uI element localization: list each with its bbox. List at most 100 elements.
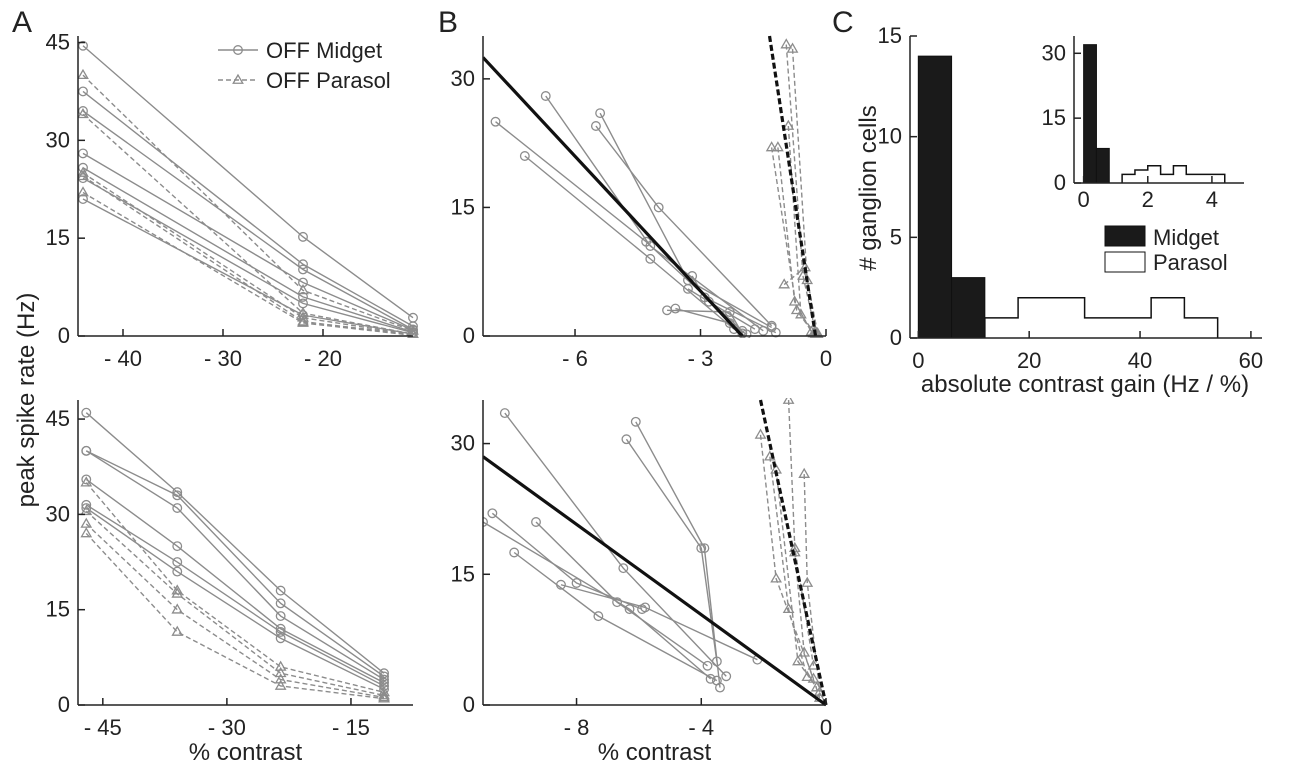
y-tick-label: 45 <box>46 406 70 431</box>
parasol-point <box>171 603 184 614</box>
y-tick-label: 30 <box>451 66 475 91</box>
midget-series-line <box>687 288 756 330</box>
parasol-point <box>297 284 309 295</box>
midget-point <box>298 231 308 242</box>
panel-letter-b: B <box>438 6 458 39</box>
parasol-series-line <box>794 552 821 699</box>
y-tick-label: 0 <box>1054 170 1066 195</box>
parasol-point <box>80 517 93 528</box>
panel-b-top-plot: 0 15 30 - 6 - 3 0 <box>451 35 832 371</box>
midget-series-line <box>82 152 414 331</box>
parasol-point <box>378 689 390 700</box>
midget-point <box>81 503 92 513</box>
y-tick-label: 0 <box>890 325 902 350</box>
x-tick-label: 0 <box>912 348 924 373</box>
parasol-point <box>788 541 801 553</box>
midget-point <box>645 241 656 251</box>
midget-series-line <box>82 110 414 331</box>
midget-point <box>275 633 286 644</box>
x-tick-label: - 20 <box>304 346 342 371</box>
midget-point <box>612 597 623 608</box>
midget-series-line <box>595 125 773 327</box>
parasol-series-line <box>785 44 817 332</box>
parasol-point <box>754 428 767 439</box>
legend: OFF Midget OFF Parasol <box>218 38 391 93</box>
parasol-histogram <box>984 296 1219 338</box>
midget-series-line <box>85 504 385 687</box>
parasol-point <box>78 186 89 197</box>
legend-parasol-swatch <box>1104 251 1146 273</box>
midget-point <box>540 91 551 101</box>
parasol-point <box>274 666 287 678</box>
midget-point <box>499 408 510 419</box>
midget-point <box>770 327 781 338</box>
parasol-point <box>782 602 795 614</box>
x-tick-label: - 30 <box>204 346 242 371</box>
parasol-series-line <box>769 456 808 678</box>
parasol-point <box>78 68 89 80</box>
midget-series-line <box>535 521 708 667</box>
midget-fit-line <box>483 56 744 338</box>
y-tick-label: 15 <box>46 225 70 250</box>
midget-bar <box>1083 44 1097 184</box>
midget-point <box>645 253 656 264</box>
x-tick-label: 4 <box>1206 187 1218 212</box>
midget-point <box>618 563 629 574</box>
parasol-series-line <box>85 532 385 700</box>
x-tick-label: 0 <box>820 346 832 371</box>
y-tick-label: 30 <box>46 501 70 526</box>
parasol-point <box>797 269 809 280</box>
y-tick-label: 45 <box>46 30 70 55</box>
midget-point <box>172 503 183 513</box>
parasol-point <box>801 670 814 682</box>
parasol-point <box>171 587 184 598</box>
legend-parasol-label: Parasol <box>1153 250 1228 275</box>
y-tick-label: 15 <box>878 23 902 48</box>
parasol-point <box>274 673 287 684</box>
midget-point <box>298 264 308 275</box>
panel-c-inset-histogram: 0 15 30 0 2 4 <box>1042 32 1248 212</box>
parasol-point <box>171 625 184 636</box>
parasol-point <box>792 655 804 666</box>
midget-point <box>670 303 681 314</box>
midget-point <box>275 598 286 609</box>
x-axis-title: absolute contrast gain (Hz / %) <box>921 371 1249 398</box>
parasol-series-line <box>770 147 815 334</box>
midget-series-line <box>85 478 385 684</box>
data-layer <box>483 35 824 338</box>
midget-bar <box>917 55 953 339</box>
midget-point <box>81 499 92 510</box>
y-axis-title: peak spike rate (Hz) <box>13 293 40 508</box>
midget-point <box>172 541 183 552</box>
midget-point <box>172 557 183 567</box>
midget-point <box>379 674 389 685</box>
x-tick-label: - 30 <box>208 715 246 740</box>
parasol-point <box>297 316 309 327</box>
y-tick-label: 0 <box>463 692 475 717</box>
midget-point <box>172 487 183 498</box>
midget-point <box>595 108 606 119</box>
parasol-series-line <box>82 175 414 336</box>
midget-series-line <box>82 90 414 327</box>
midget-point <box>590 121 601 131</box>
midget-point <box>640 602 651 613</box>
parasol-point <box>407 329 419 338</box>
x-tick-label: 60 <box>1239 348 1263 373</box>
x-tick-label: - 4 <box>688 715 714 740</box>
midget-point <box>699 543 710 554</box>
panel-letter-c: C <box>832 6 854 39</box>
midget-series-line <box>625 438 718 662</box>
data-layer <box>80 407 390 703</box>
parasol-point <box>801 576 814 587</box>
parasol-point <box>78 169 89 181</box>
y-tick-label: 30 <box>46 127 70 152</box>
midget-point <box>298 291 308 302</box>
midget-point <box>621 434 632 445</box>
parasol-point <box>782 398 795 404</box>
midget-series-line <box>667 309 743 334</box>
midget-series-line <box>483 521 712 680</box>
midget-series-line <box>82 198 414 335</box>
midget-point <box>624 604 635 615</box>
